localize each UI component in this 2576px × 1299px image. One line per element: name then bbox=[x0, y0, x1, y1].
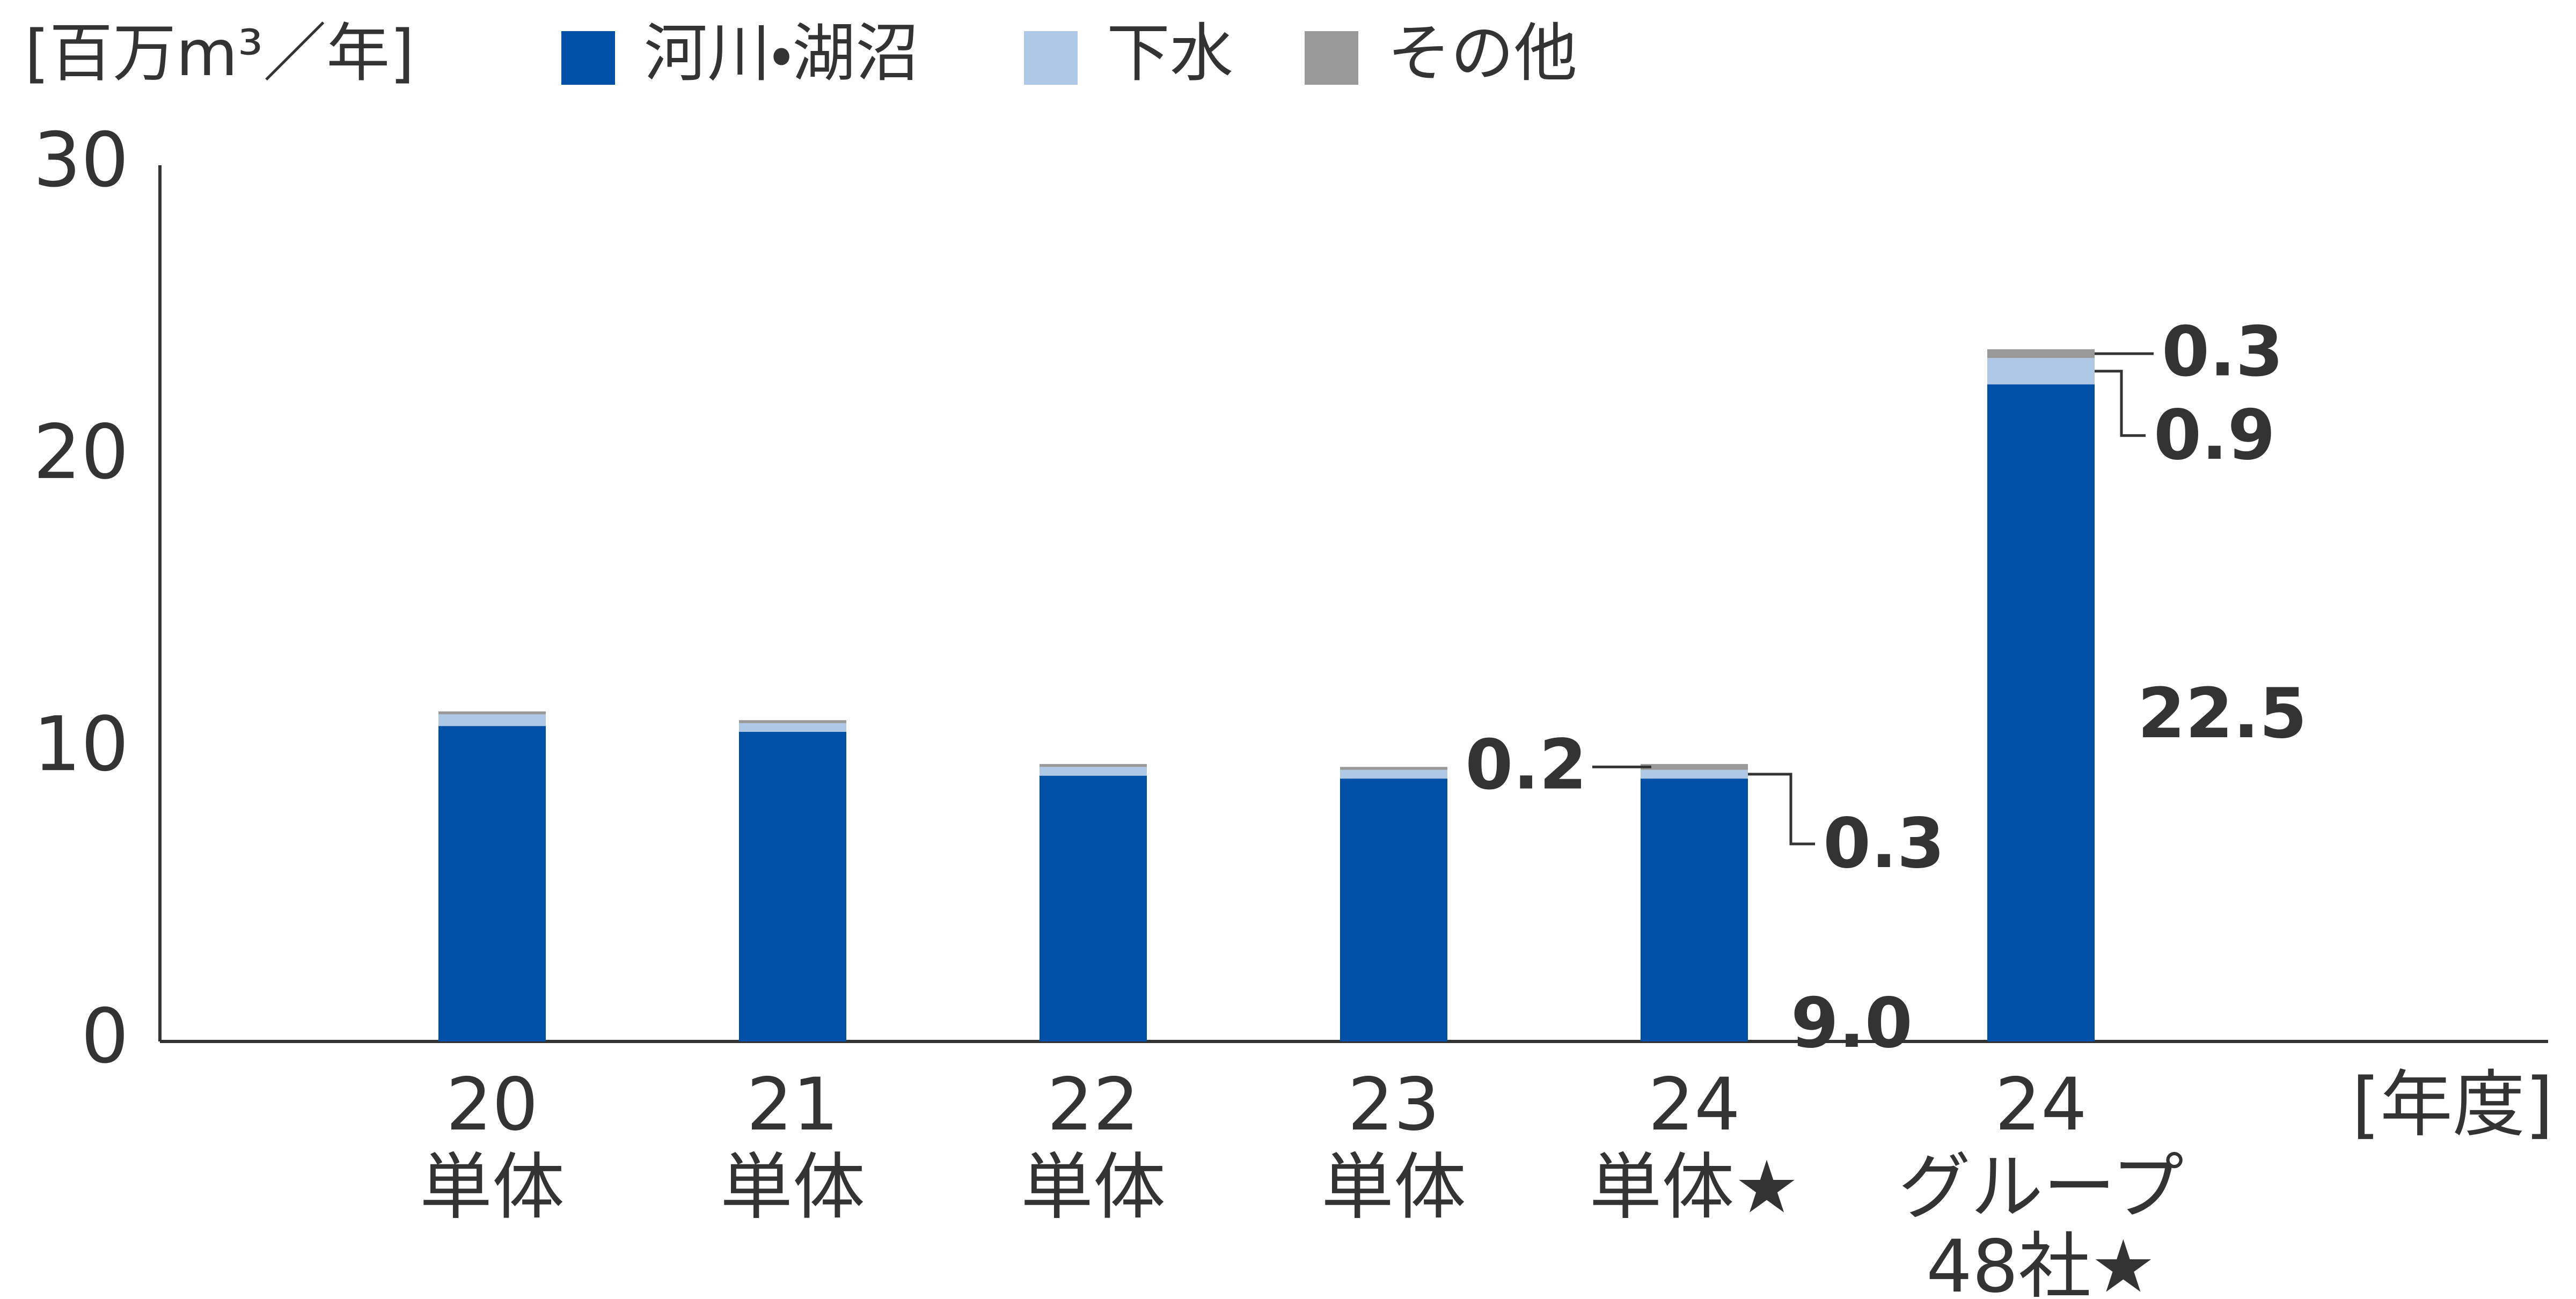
bar-segment bbox=[1040, 775, 1147, 1041]
leader-line bbox=[2095, 370, 2146, 437]
bar-segment bbox=[1340, 767, 1447, 770]
legend-label: 河川・湖沼 bbox=[644, 16, 919, 90]
x-tick-label: 20 bbox=[446, 1062, 538, 1147]
bar-segment bbox=[1641, 764, 1748, 770]
leader-line bbox=[1748, 773, 1815, 846]
bar-segment bbox=[1641, 769, 1748, 779]
y-tick-label: 30 bbox=[33, 117, 129, 204]
bar-segment bbox=[1641, 779, 1748, 1041]
legend-swatch bbox=[561, 31, 615, 85]
bar-segment bbox=[1340, 779, 1447, 1041]
value-label: 9.0 bbox=[1791, 984, 1913, 1063]
legend-swatch bbox=[1305, 31, 1358, 85]
x-tick-label: 21 bbox=[747, 1062, 839, 1147]
y-tick-label: 10 bbox=[33, 701, 129, 788]
bar-segment bbox=[739, 723, 846, 732]
x-tick-label: 単体 bbox=[420, 1145, 565, 1229]
value-label: 0.9 bbox=[2154, 395, 2275, 475]
bar-segment bbox=[1987, 384, 2095, 1041]
x-tick-label: 48社★ bbox=[1926, 1224, 2156, 1297]
x-tick-label: 22 bbox=[1047, 1062, 1139, 1147]
bar-segment bbox=[1340, 769, 1447, 779]
y-tick-label: 0 bbox=[81, 993, 129, 1081]
value-label: 22.5 bbox=[2138, 674, 2307, 754]
bar-segment bbox=[1040, 764, 1147, 767]
bar-segment bbox=[438, 711, 546, 715]
bar-segment bbox=[438, 714, 546, 726]
legend-swatch bbox=[1024, 31, 1078, 85]
x-tick-label: 単体 bbox=[1021, 1145, 1166, 1229]
bar-segment bbox=[1987, 358, 2095, 385]
legend-label: その他 bbox=[1387, 16, 1577, 90]
x-tick-label: 24 bbox=[1648, 1062, 1740, 1147]
bar-segment bbox=[739, 720, 846, 723]
x-tick-label: 24 bbox=[1995, 1062, 2087, 1147]
x-tick-label: 23 bbox=[1348, 1062, 1440, 1147]
value-label: 0.3 bbox=[2162, 312, 2284, 392]
x-tick-label: 単体 bbox=[720, 1145, 865, 1229]
x-tick-label: 単体 bbox=[1321, 1145, 1466, 1229]
value-label: 0.2 bbox=[1465, 725, 1587, 805]
x-axis-label: [年度] bbox=[2352, 1062, 2553, 1147]
legend-label: 下水 bbox=[1107, 16, 1233, 90]
x-tick-label: グループ bbox=[1898, 1145, 2184, 1229]
y-axis-label: [百万m³／年] bbox=[25, 16, 414, 90]
x-tick-label: 単体★ bbox=[1589, 1145, 1799, 1229]
bar-segment bbox=[438, 726, 546, 1041]
bar-segment bbox=[1987, 349, 2095, 358]
bar-segment bbox=[1040, 767, 1147, 776]
value-label: 0.3 bbox=[1823, 804, 1945, 884]
y-tick-label: 20 bbox=[33, 409, 129, 496]
bar-segment bbox=[739, 732, 846, 1041]
